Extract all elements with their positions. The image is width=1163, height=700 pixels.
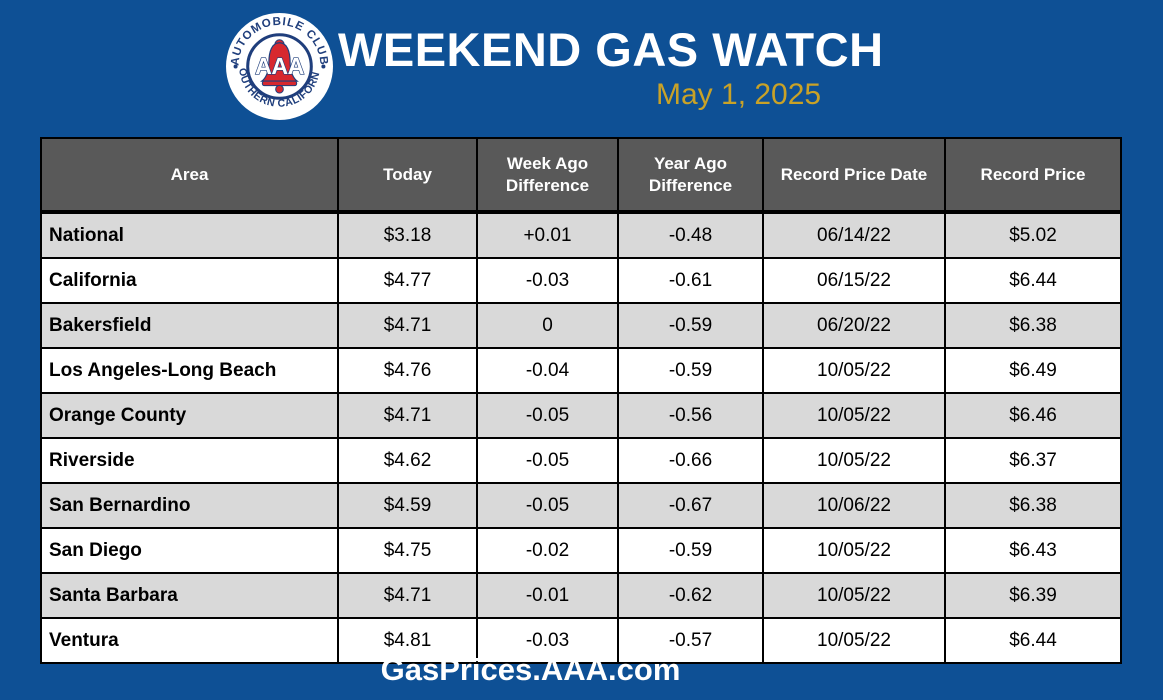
value-cell: -0.05 [476, 392, 619, 439]
value-cell: $4.71 [337, 572, 478, 619]
value-cell: -0.03 [476, 257, 619, 304]
logo-aaa-text: AAA [255, 53, 305, 79]
value-cell: -0.59 [617, 302, 764, 349]
value-cell: $6.46 [944, 392, 1122, 439]
value-cell: 10/05/22 [762, 617, 946, 664]
area-cell: Los Angeles-Long Beach [40, 347, 339, 394]
aaa-logo-image: AUTOMOBILE CLUB SOUTHERN CALIFORNIA AAA [222, 4, 333, 120]
report-date: May 1, 2025 [656, 78, 822, 111]
value-cell: $4.59 [337, 482, 478, 529]
value-cell: -0.48 [617, 211, 764, 259]
value-cell: $6.43 [944, 527, 1122, 574]
value-cell: -0.59 [617, 527, 764, 574]
value-cell: $6.38 [944, 482, 1122, 529]
value-cell: 0 [476, 302, 619, 349]
area-cell: Santa Barbara [40, 572, 339, 619]
area-cell: San Diego [40, 527, 339, 574]
table-row: Riverside $4.62 -0.05 -0.66 10/05/22 $6.37 [40, 437, 1122, 484]
aaa-logo: AUTOMOBILE CLUB SOUTHERN CALIFORNIA AAA [222, 4, 333, 120]
value-cell: -0.04 [476, 347, 619, 394]
value-cell: $4.77 [337, 257, 478, 304]
area-cell: Bakersfield [40, 302, 339, 349]
value-cell: 06/14/22 [762, 211, 946, 259]
value-cell: $6.44 [944, 617, 1122, 664]
value-cell: $6.37 [944, 437, 1122, 484]
value-cell: $4.75 [337, 527, 478, 574]
table-header-row: Area Today Week Ago Difference Year Ago Dif… [40, 137, 1122, 214]
logo-dot-right [321, 64, 326, 69]
area-cell: San Bernardino [40, 482, 339, 529]
value-cell: 10/05/22 [762, 392, 946, 439]
area-cell: Riverside [40, 437, 339, 484]
column-header-area: Area [40, 137, 339, 214]
value-cell: $4.71 [337, 392, 478, 439]
value-cell: 06/15/22 [762, 257, 946, 304]
table-header: Area Today Week Ago Difference Year Ago Dif… [40, 137, 1122, 214]
value-cell: -0.67 [617, 482, 764, 529]
table-row: San Bernardino $4.59 -0.05 -0.67 10/06/22 $6.… [40, 482, 1122, 529]
value-cell: -0.56 [617, 392, 764, 439]
value-cell: $6.39 [944, 572, 1122, 619]
value-cell: -0.01 [476, 572, 619, 619]
value-cell: -0.57 [617, 617, 764, 664]
area-cell: National [40, 211, 339, 259]
value-cell: $6.38 [944, 302, 1122, 349]
gas-price-table: Area Today Week Ago Difference Year Ago Dif… [40, 137, 1122, 664]
footer-url: GasPrices.AAA.com [380, 652, 681, 687]
column-header-year-ago-difference: Year Ago Difference [617, 137, 764, 214]
area-cell: California [40, 257, 339, 304]
value-cell: -0.59 [617, 347, 764, 394]
value-cell: $4.62 [337, 437, 478, 484]
logo-bell-icon [260, 39, 299, 94]
value-cell: $5.02 [944, 211, 1122, 259]
column-header-record-price: Record Price [944, 137, 1122, 214]
table-row: Los Angeles-Long Beach $4.76 -0.04 -0.59 10/… [40, 347, 1122, 394]
table-row: San Diego $4.75 -0.02 -0.59 10/05/22 $6.43 [40, 527, 1122, 574]
value-cell: 10/05/22 [762, 572, 946, 619]
value-cell: $6.44 [944, 257, 1122, 304]
table-row: Bakersfield $4.71 0 -0.59 06/20/22 $6.38 [40, 302, 1122, 349]
area-cell: Orange County [40, 392, 339, 439]
value-cell: 10/05/22 [762, 527, 946, 574]
area-cell: Ventura [40, 617, 339, 664]
value-cell: -0.66 [617, 437, 764, 484]
value-cell: 10/05/22 [762, 347, 946, 394]
value-cell: $6.49 [944, 347, 1122, 394]
column-header-today: Today [337, 137, 478, 214]
table-row: National $3.18 +0.01 -0.48 06/14/22 $5.02 [40, 211, 1122, 259]
table-row: California $4.77 -0.03 -0.61 06/15/22 $6.44 [40, 257, 1122, 304]
value-cell: $4.76 [337, 347, 478, 394]
value-cell: -0.62 [617, 572, 764, 619]
value-cell: -0.02 [476, 527, 619, 574]
value-cell: 10/06/22 [762, 482, 946, 529]
table-row: Orange County $4.71 -0.05 -0.56 10/05/22 $6.4… [40, 392, 1122, 439]
table-row: Ventura $4.81 -0.03 -0.57 10/05/22 $6.44 [40, 617, 1122, 664]
table-row: Santa Barbara $4.71 -0.01 -0.62 10/05/22 $6.3… [40, 572, 1122, 619]
column-header-record-price-date: Record Price Date [762, 137, 946, 214]
value-cell: 06/20/22 [762, 302, 946, 349]
value-cell: -0.05 [476, 482, 619, 529]
table-body: National $3.18 +0.01 -0.48 06/14/22 $5.02 Cali… [40, 211, 1122, 664]
value-cell: $3.18 [337, 211, 478, 259]
value-cell: -0.61 [617, 257, 764, 304]
page-title: WEEKEND GAS WATCH [338, 23, 884, 76]
value-cell: 10/05/22 [762, 437, 946, 484]
column-header-week-ago-difference: Week Ago Difference [476, 137, 619, 214]
value-cell: -0.05 [476, 437, 619, 484]
value-cell: $4.71 [337, 302, 478, 349]
value-cell: -0.03 [476, 617, 619, 664]
value-cell: $4.81 [337, 617, 478, 664]
logo-dot-left [233, 64, 238, 69]
value-cell: +0.01 [476, 211, 619, 259]
